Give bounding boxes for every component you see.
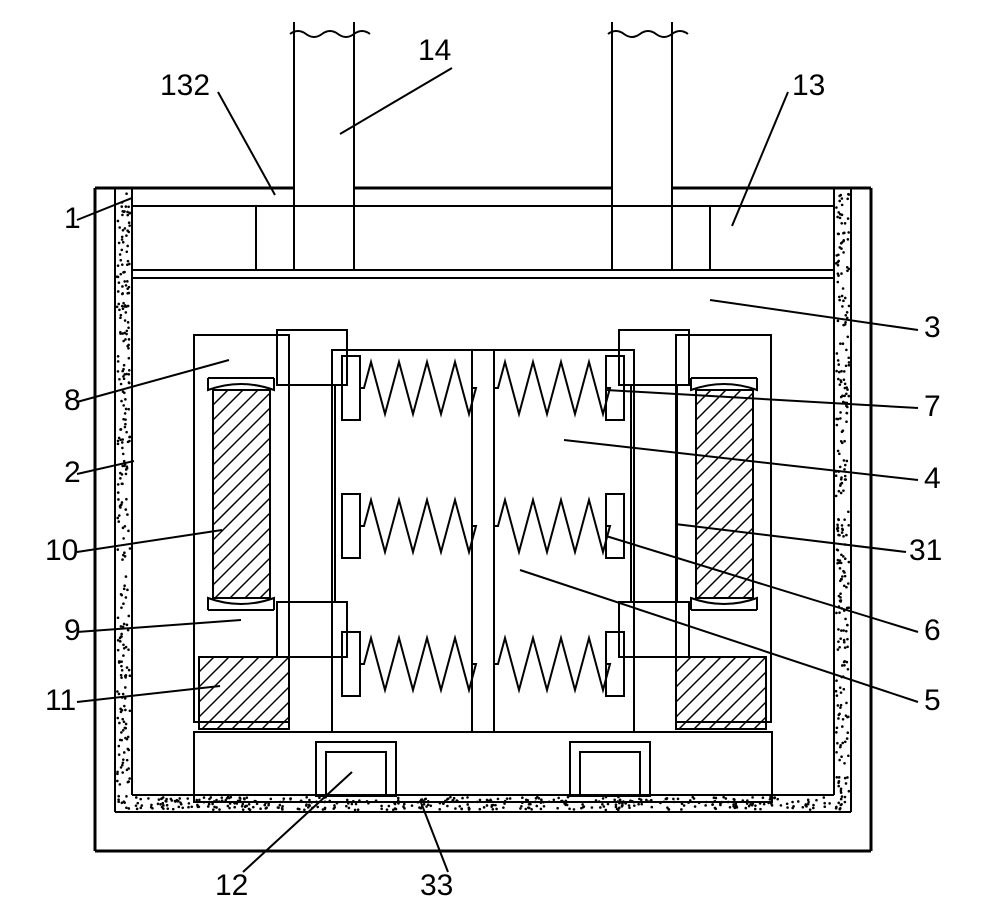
label-4: 4 [924, 462, 941, 495]
label-132: 132 [160, 69, 210, 102]
label-31: 31 [909, 534, 942, 567]
label-13: 13 [792, 69, 825, 102]
label-33: 33 [420, 869, 453, 902]
label-5: 5 [924, 684, 941, 717]
label-12: 12 [215, 869, 248, 902]
label-6: 6 [924, 614, 941, 647]
label-9: 9 [64, 614, 81, 647]
diagram-canvas: 14132131387241031961151233 [0, 0, 1000, 915]
label-7: 7 [924, 390, 941, 423]
label-10: 10 [45, 534, 78, 567]
label-1: 1 [64, 202, 81, 235]
label-3: 3 [924, 311, 941, 344]
label-8: 8 [64, 384, 81, 417]
label-11: 11 [45, 684, 76, 717]
label-14: 14 [418, 34, 451, 67]
label-2: 2 [64, 456, 81, 489]
